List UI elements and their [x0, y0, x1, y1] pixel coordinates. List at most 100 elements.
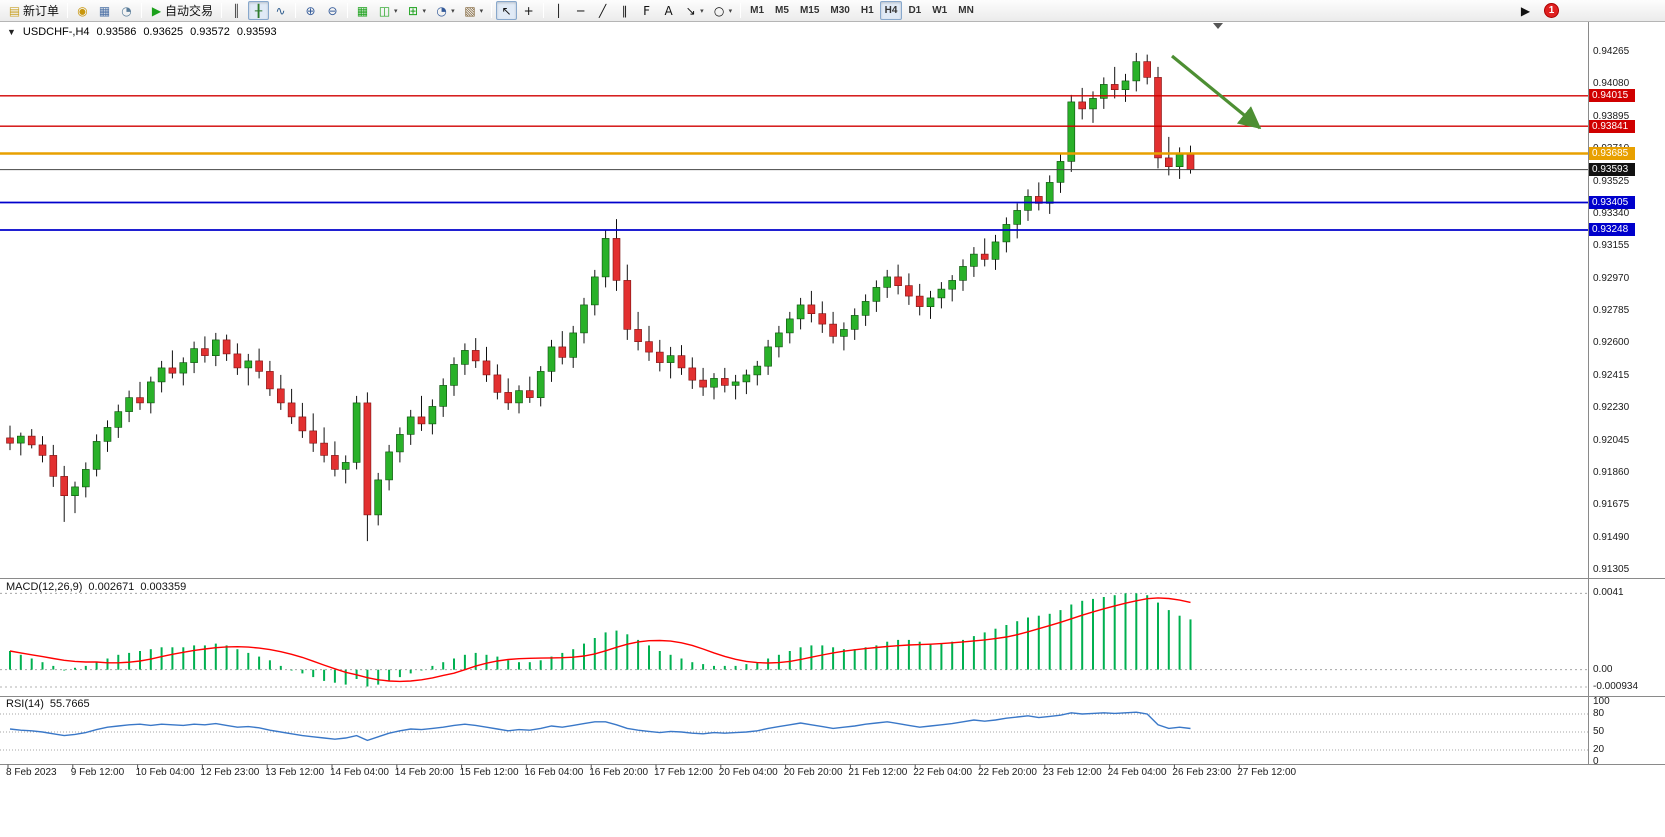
timeframe-w1-button-label: W1 — [932, 5, 948, 16]
shapes-button[interactable]: ○ ▾ — [709, 1, 737, 20]
periods-button[interactable]: ◔ ▾ — [431, 1, 459, 20]
chart-shift-marker[interactable] — [1213, 23, 1223, 29]
macd-histogram-bar — [1113, 595, 1116, 670]
text-button[interactable]: A — [658, 1, 679, 20]
timeframe-d1-button[interactable]: D1 — [903, 1, 926, 20]
macd-axis-label: 0.00 — [1593, 663, 1613, 675]
candle — [807, 304, 816, 314]
trend-arrow-annotation[interactable] — [1170, 54, 1262, 130]
macd-histogram-bar — [301, 669, 304, 674]
templates-button[interactable]: ▧ ▾ — [460, 1, 488, 20]
toolbar-divider — [221, 3, 223, 18]
timeframe-m15-button-label: M15 — [799, 5, 820, 16]
new-chart-button[interactable]: ◫ ▾ — [374, 1, 402, 20]
candle — [677, 355, 686, 369]
macd-histogram-bar — [561, 652, 564, 670]
macd-histogram-bar — [409, 669, 412, 674]
macd-histogram-bar — [1102, 597, 1105, 670]
timeframe-m30-button[interactable]: M30 — [825, 1, 854, 20]
candle — [970, 253, 978, 267]
timeframe-m5-button[interactable]: M5 — [770, 1, 794, 20]
candle — [980, 253, 989, 260]
pointer-status-button[interactable]: ▶ — [1515, 1, 1536, 20]
time-axis-label: 27 Feb 12:00 — [1237, 767, 1297, 778]
macd-histogram-bar — [539, 660, 542, 670]
timeframe-m1-button[interactable]: M1 — [745, 1, 769, 20]
candle — [114, 411, 123, 428]
new-order-icon: ▤ — [8, 3, 21, 18]
candle — [363, 402, 372, 516]
zoom-out-button[interactable]: ⊖ — [322, 1, 343, 20]
tile-windows-button[interactable]: ▦ — [352, 1, 373, 20]
time-axis-label: 8 Feb 2023 — [6, 767, 57, 778]
horizontal-line-button[interactable]: ─ — [570, 1, 591, 20]
candle — [601, 238, 610, 278]
indicators-button[interactable]: ⊞ ▾ — [403, 1, 431, 20]
one-click-trading-collapse-icon[interactable]: ▼ — [7, 27, 16, 37]
candle — [525, 390, 534, 398]
new-order-button[interactable]: ▤ 新订单 — [4, 1, 63, 20]
candle — [547, 346, 556, 372]
market-watch-button[interactable]: ◉ — [72, 1, 93, 20]
strategy-tester-button[interactable]: ◔ — [116, 1, 137, 20]
price-axis-label: 0.92415 — [1593, 369, 1630, 381]
candle — [341, 462, 350, 470]
timeframe-w1-button[interactable]: W1 — [927, 1, 952, 20]
candle — [861, 301, 870, 316]
arrows-button[interactable]: ↘ ▾ — [680, 1, 708, 20]
rsi-axis-label: 50 — [1593, 726, 1605, 737]
cursor-icon: ↖ — [501, 3, 512, 18]
timeframe-d1-button-label: D1 — [908, 5, 922, 16]
candle — [645, 341, 653, 353]
macd-histogram-bar — [442, 662, 445, 670]
macd-histogram-bar — [1092, 598, 1094, 670]
candle — [374, 479, 383, 516]
candle — [959, 266, 967, 281]
candle — [1045, 182, 1054, 204]
candlestick-chart-button[interactable]: ╂ — [248, 1, 270, 20]
timeframe-h4-button[interactable]: H4 — [879, 1, 903, 20]
candle — [926, 297, 935, 307]
toolbar-divider — [141, 3, 143, 18]
candle — [915, 295, 924, 307]
candle — [720, 378, 729, 386]
dropdown-caret-icon: ▾ — [700, 7, 704, 15]
timeframe-m15-button[interactable]: M15 — [795, 1, 824, 20]
status-group: ▶ 1 — [1515, 0, 1559, 21]
macd-histogram-bar — [268, 660, 271, 670]
crosshair-button[interactable]: + — [518, 1, 539, 20]
notification-badge[interactable]: 1 — [1544, 3, 1559, 18]
line-chart-icon: ∿ — [275, 3, 286, 18]
rsi-value: 55.7665 — [49, 698, 90, 710]
macd-histogram-bar — [507, 660, 510, 670]
macd-histogram-bar — [983, 632, 986, 670]
timeframe-h1-button[interactable]: H1 — [856, 1, 879, 20]
line-chart-button[interactable]: ∿ — [270, 1, 291, 20]
trendline-button[interactable]: ╱ — [592, 1, 613, 20]
candle — [872, 287, 881, 302]
fibonacci-button[interactable]: F — [636, 1, 657, 20]
zoom-in-button[interactable]: ⊕ — [300, 1, 321, 20]
candle — [1002, 224, 1011, 243]
timeframe-mn-button[interactable]: MN — [953, 1, 979, 20]
channel-button[interactable]: ∥ — [614, 1, 635, 20]
auto-trading-button[interactable]: ▶ 自动交易 — [146, 1, 217, 20]
dropdown-caret-icon: ▾ — [394, 7, 398, 15]
cursor-button[interactable]: ↖ — [496, 1, 518, 20]
vertical-line-button[interactable]: │ — [548, 1, 569, 20]
bar-chart-button[interactable]: ║ — [226, 1, 247, 20]
macd-histogram-bar — [247, 652, 250, 670]
time-axis-label: 22 Feb 20:00 — [978, 767, 1037, 778]
candle — [255, 360, 263, 372]
candle — [623, 280, 632, 330]
macd-histogram-bar — [1135, 593, 1138, 670]
auto-trading-button-label: 自动交易 — [165, 4, 214, 18]
candle — [948, 280, 957, 290]
data-window-button[interactable]: ▦ — [94, 1, 115, 20]
time-axis-label: 21 Feb 12:00 — [848, 767, 908, 778]
candle — [71, 486, 79, 496]
macd-histogram-bar — [821, 645, 824, 670]
candle — [320, 442, 328, 456]
zoom-out-icon: ⊖ — [327, 3, 338, 18]
